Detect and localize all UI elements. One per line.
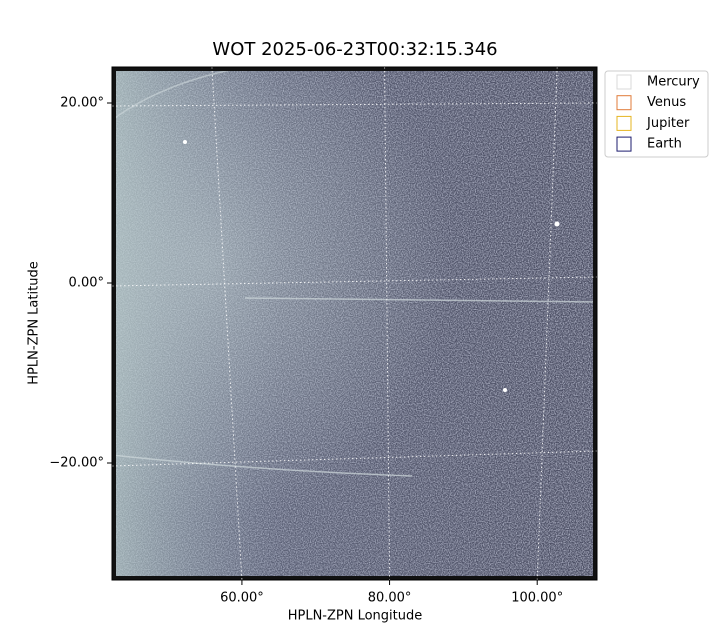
legend-swatch xyxy=(616,115,632,131)
y-axis-label: HPLN-ZPN Latitude xyxy=(27,261,42,384)
streak xyxy=(244,297,597,303)
legend-box xyxy=(604,70,709,158)
legend-swatch xyxy=(616,74,632,90)
y-tick-label: 20.00° xyxy=(60,96,104,111)
image-band xyxy=(112,67,597,580)
grid-line xyxy=(112,450,597,467)
star xyxy=(503,388,507,392)
x-tick-label: 60.00° xyxy=(220,591,264,606)
legend-label: Venus xyxy=(647,95,686,110)
x-tick-label: 80.00° xyxy=(368,591,412,606)
grid-line xyxy=(536,67,558,580)
grid-line xyxy=(112,102,597,107)
star xyxy=(183,140,187,144)
legend-label: Mercury xyxy=(647,75,700,90)
grid-line xyxy=(211,67,243,580)
y-tick-label: −20.00° xyxy=(49,456,104,471)
grid-line xyxy=(112,276,597,287)
streak xyxy=(112,454,413,477)
plot-frame xyxy=(111,66,598,581)
x-tick-label: 100.00° xyxy=(511,591,563,606)
legend-label: Earth xyxy=(647,137,682,152)
grid-line xyxy=(384,67,391,580)
y-tick-label: 0.00° xyxy=(69,276,104,291)
grid xyxy=(112,67,597,580)
star xyxy=(554,221,560,227)
legend-swatch xyxy=(616,95,632,111)
legend-label: Jupiter xyxy=(646,116,690,131)
x-axis-label: HPLN-ZPN Longitude xyxy=(288,609,423,624)
image xyxy=(112,67,597,580)
chart-title: WOT 2025-06-23T00:32:15.346 xyxy=(212,39,497,60)
legend-swatch xyxy=(616,136,632,152)
streak xyxy=(112,69,231,121)
legend: Mercury Venus Jupiter Earth xyxy=(604,70,709,158)
image-edge xyxy=(112,67,597,580)
